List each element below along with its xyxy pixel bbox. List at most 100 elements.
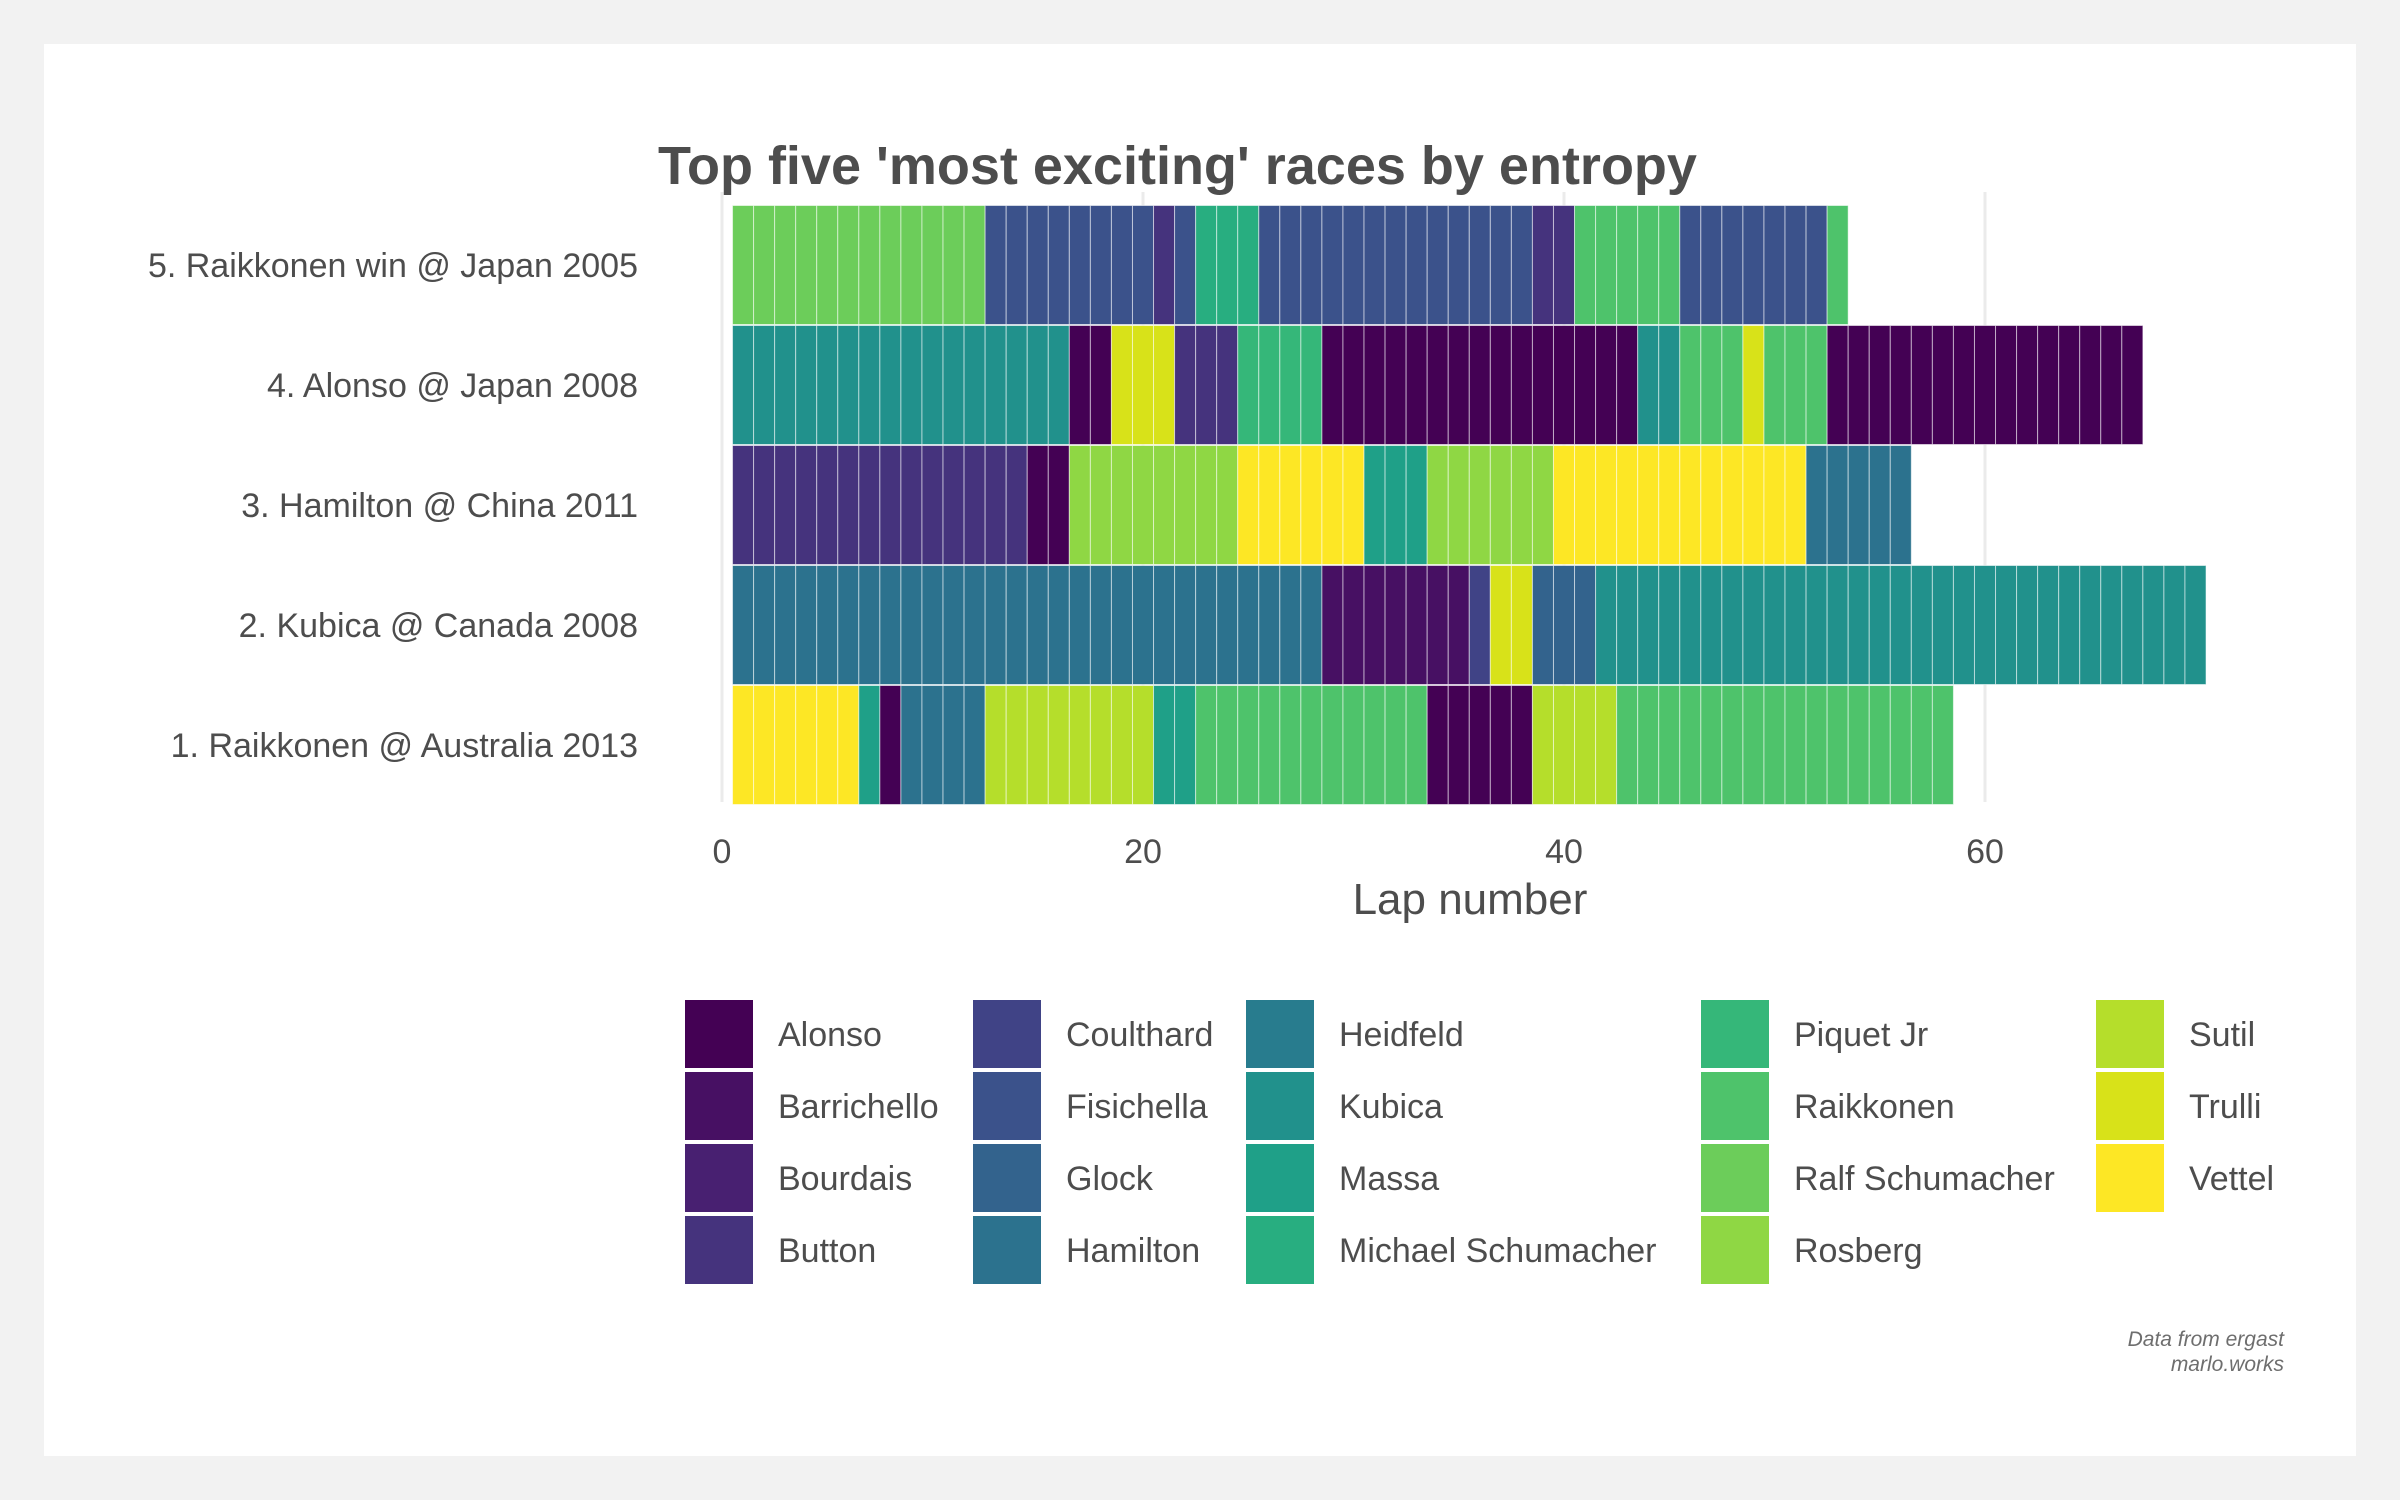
bar-lap — [1068, 445, 1091, 565]
y-tick-label: 5. Raikkonen win @ Japan 2005 — [148, 247, 638, 285]
legend-label: Button — [778, 1232, 876, 1270]
bar-lap — [1658, 565, 1681, 685]
bar-lap — [1363, 685, 1386, 805]
bar-lap — [1574, 565, 1597, 685]
bar-lap — [1889, 445, 1912, 565]
bar-lap — [795, 565, 818, 685]
bar-lap — [1216, 205, 1239, 325]
bar-lap — [1616, 445, 1639, 565]
legend-key — [1699, 1214, 1771, 1286]
bar-lap — [1110, 565, 1133, 685]
legend-key — [683, 1070, 755, 1142]
bar-lap — [1426, 325, 1449, 445]
bar-lap — [1763, 325, 1786, 445]
bar-lap — [1300, 565, 1323, 685]
bar-lap — [1679, 205, 1702, 325]
y-tick-label: 1. Raikkonen @ Australia 2013 — [171, 727, 638, 765]
bar-lap — [1510, 205, 1533, 325]
bar-lap — [753, 205, 776, 325]
bar-lap — [732, 445, 755, 565]
bar-lap — [1405, 685, 1428, 805]
bar-lap — [1153, 445, 1176, 565]
bar-lap — [1721, 685, 1744, 805]
bar-lap — [1489, 445, 1512, 565]
bar-lap — [816, 565, 839, 685]
bar-lap — [1742, 325, 1765, 445]
bar-lap — [2037, 565, 2060, 685]
bar-lap — [1468, 325, 1491, 445]
bar-lap — [1574, 685, 1597, 805]
bar-lap — [984, 325, 1007, 445]
bar-lap — [753, 685, 776, 805]
bar-lap — [1889, 685, 1912, 805]
bar-lap — [1468, 445, 1491, 565]
legend-label: Piquet Jr — [1794, 1016, 1928, 1054]
bar-lap — [1342, 205, 1365, 325]
bar-lap — [900, 565, 923, 685]
bar-lap — [1384, 325, 1407, 445]
bar-lap — [2184, 565, 2207, 685]
bar-lap — [1574, 205, 1597, 325]
bar-lap — [1679, 445, 1702, 565]
bar-lap — [858, 325, 881, 445]
bar-lap — [984, 565, 1007, 685]
bar-lap — [1784, 565, 1807, 685]
bar-lap — [1868, 445, 1891, 565]
bar-lap — [1700, 565, 1723, 685]
bar-lap — [1447, 685, 1470, 805]
bar-lap — [963, 205, 986, 325]
bar-lap — [1300, 445, 1323, 565]
bar-lap — [1531, 685, 1554, 805]
bar-lap — [1153, 325, 1176, 445]
bar-lap — [1405, 205, 1428, 325]
bar-lap — [2016, 565, 2039, 685]
bar-lap — [1847, 445, 1870, 565]
legend-label: Massa — [1339, 1160, 1439, 1198]
bar-lap — [1237, 565, 1260, 685]
bar-lap — [2037, 325, 2060, 445]
legend-key — [971, 1070, 1043, 1142]
bar-lap — [1237, 685, 1260, 805]
bar-lap — [816, 325, 839, 445]
bar-lap — [1995, 325, 2018, 445]
legend-key — [971, 1142, 1043, 1214]
bar-lap — [1826, 205, 1849, 325]
bar-lap — [1426, 445, 1449, 565]
bar-lap — [1279, 325, 1302, 445]
bar-lap — [942, 445, 965, 565]
bar-lap — [1805, 205, 1828, 325]
legend-label: Barrichello — [778, 1088, 939, 1126]
bar-lap — [1131, 325, 1155, 445]
bar-lap — [1068, 685, 1091, 805]
bar-lap — [1089, 325, 1112, 445]
bar-lap — [963, 565, 986, 685]
bar-lap — [942, 325, 965, 445]
bar-lap — [2163, 565, 2186, 685]
bar-lap — [1195, 445, 1218, 565]
bar-lap — [921, 565, 944, 685]
bar-lap — [858, 445, 881, 565]
bar-lap — [1552, 325, 1576, 445]
bar-lap — [1300, 325, 1323, 445]
bar-lap — [1089, 685, 1112, 805]
bar-lap — [921, 325, 944, 445]
bar-lap — [1847, 565, 1870, 685]
bar-lap — [1068, 325, 1091, 445]
bar-lap — [921, 445, 944, 565]
bar-lap — [1026, 565, 1049, 685]
bar-lap — [1363, 565, 1386, 685]
bar-lap — [879, 445, 902, 565]
bar-lap — [795, 685, 818, 805]
caption-source: Data from ergast — [2127, 1328, 2284, 1351]
bar-lap — [1068, 205, 1091, 325]
bar-lap — [942, 685, 965, 805]
bar-lap — [795, 325, 818, 445]
legend-key — [2094, 998, 2166, 1070]
bar-lap — [1763, 205, 1786, 325]
bar-lap — [879, 205, 902, 325]
bar-lap — [1721, 565, 1744, 685]
bar-lap — [1700, 445, 1723, 565]
bar-lap — [858, 205, 881, 325]
bar-lap — [1595, 205, 1618, 325]
bar-lap — [984, 445, 1007, 565]
